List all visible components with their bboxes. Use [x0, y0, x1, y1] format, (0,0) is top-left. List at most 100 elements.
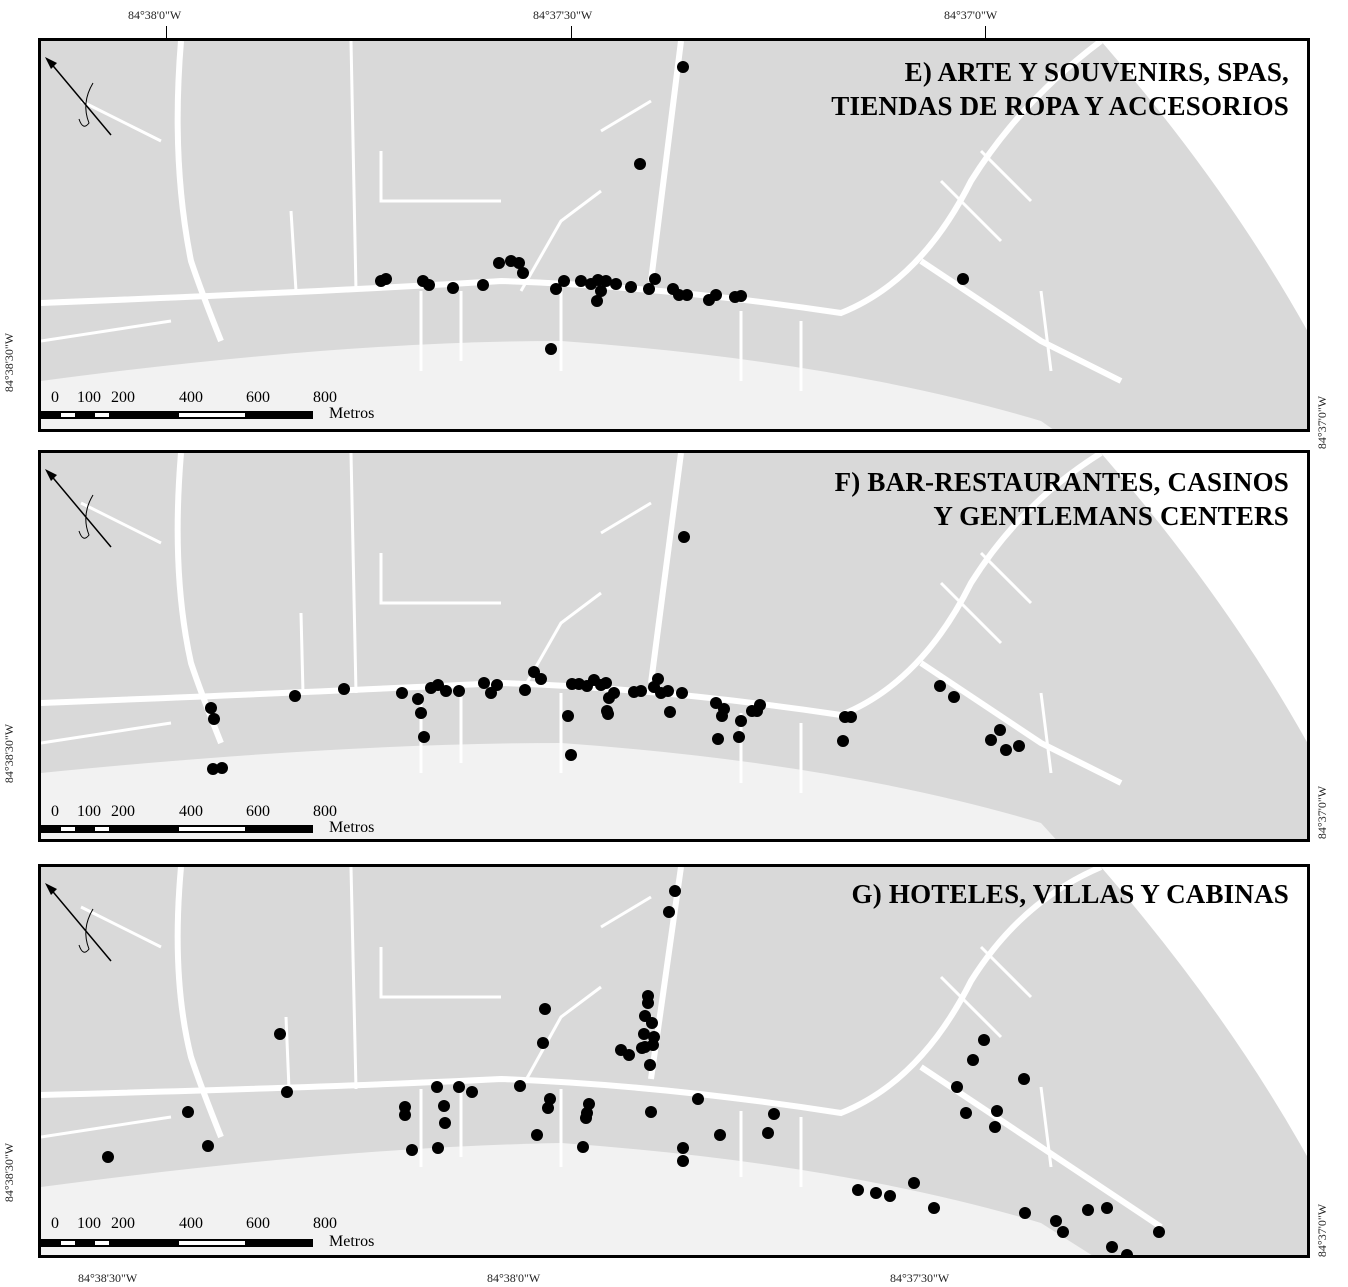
point	[440, 685, 452, 697]
point	[396, 687, 408, 699]
point	[514, 1080, 526, 1092]
scale-label: 800	[313, 389, 337, 406]
point	[934, 680, 946, 692]
scale-bar	[41, 1239, 313, 1247]
panel-g-title-line-1: G) HOTELES, VILLAS Y CABINAS	[851, 879, 1289, 909]
point	[535, 673, 547, 685]
point	[681, 289, 693, 301]
scale-unit: Metros	[329, 819, 375, 836]
point	[768, 1108, 780, 1120]
point	[678, 531, 690, 543]
point	[662, 685, 674, 697]
point	[991, 1105, 1003, 1117]
point	[710, 289, 722, 301]
point	[602, 708, 614, 720]
point	[845, 711, 857, 723]
point	[642, 997, 654, 1009]
point	[852, 1184, 864, 1196]
point	[1050, 1215, 1062, 1227]
point	[649, 273, 661, 285]
scale-label: 800	[313, 803, 337, 820]
north-arrow-icon	[45, 469, 112, 548]
point	[652, 673, 664, 685]
bottom-coord-1: 84°38'30"W	[78, 1271, 138, 1285]
point	[623, 1049, 635, 1061]
point	[1121, 1249, 1133, 1255]
point	[638, 1028, 650, 1040]
map-panel-f: F) BAR-RESTAURANTES, CASINOS Y GENTLEMAN…	[38, 450, 1310, 842]
point	[418, 731, 430, 743]
point	[466, 1086, 478, 1098]
scale-bar	[41, 825, 313, 833]
scale-unit: Metros	[329, 1233, 375, 1250]
point	[635, 685, 647, 697]
point	[542, 1102, 554, 1114]
panel-f-title-line-2: Y GENTLEMANS CENTERS	[933, 501, 1289, 531]
scale-label: 0	[51, 803, 59, 820]
point	[575, 275, 587, 287]
point	[562, 710, 574, 722]
point	[967, 1054, 979, 1066]
bottom-coord-3: 84°37'30"W	[890, 1271, 950, 1285]
point	[994, 724, 1006, 736]
point	[735, 715, 747, 727]
point	[636, 1042, 648, 1054]
scale-label: 0	[51, 389, 59, 406]
point	[577, 1141, 589, 1153]
point	[406, 1144, 418, 1156]
point	[837, 735, 849, 747]
map-panel-g: G) HOTELES, VILLAS Y CABINAS	[38, 864, 1310, 1258]
point	[477, 279, 489, 291]
point	[692, 1093, 704, 1105]
point	[438, 1100, 450, 1112]
scale-label: 0	[51, 1215, 59, 1232]
point	[928, 1202, 940, 1214]
point	[978, 1034, 990, 1046]
point	[985, 734, 997, 746]
scale-label: 400	[179, 389, 203, 406]
point	[281, 1086, 293, 1098]
point	[960, 1107, 972, 1119]
point	[453, 1081, 465, 1093]
point	[517, 267, 529, 279]
point	[338, 683, 350, 695]
point	[595, 285, 607, 297]
left-coord-e: 84°38'30"W	[2, 332, 17, 393]
point	[531, 1129, 543, 1141]
point	[102, 1151, 114, 1163]
point	[1018, 1073, 1030, 1085]
point	[202, 1140, 214, 1152]
point	[957, 273, 969, 285]
point	[644, 1059, 656, 1071]
point	[453, 685, 465, 697]
panel-g-title: G) HOTELES, VILLAS Y CABINAS	[852, 877, 1289, 911]
point	[608, 687, 620, 699]
top-coord-3: 84°37'0"W	[944, 8, 998, 22]
right-coord-g: 84°37'0"W	[1315, 1203, 1330, 1258]
point	[1106, 1241, 1118, 1253]
point	[663, 906, 675, 918]
right-coord-e: 84°37'0"W	[1315, 395, 1330, 450]
scale-label: 100	[77, 389, 101, 406]
point	[439, 1117, 451, 1129]
point	[669, 885, 681, 897]
point	[664, 706, 676, 718]
point	[735, 290, 747, 302]
point	[625, 281, 637, 293]
point	[412, 693, 424, 705]
point	[646, 1017, 658, 1029]
point	[870, 1187, 882, 1199]
point	[583, 1098, 595, 1110]
point	[645, 1106, 657, 1118]
point	[677, 61, 689, 73]
scale-label: 600	[246, 803, 270, 820]
point	[208, 713, 220, 725]
scale-label: 100	[77, 803, 101, 820]
panel-f-title: F) BAR-RESTAURANTES, CASINOS Y GENTLEMAN…	[835, 465, 1289, 533]
north-arrow-icon	[45, 883, 112, 962]
points-g	[102, 885, 1165, 1255]
point	[643, 283, 655, 295]
point	[1101, 1202, 1113, 1214]
point	[712, 733, 724, 745]
points-e	[375, 61, 969, 355]
